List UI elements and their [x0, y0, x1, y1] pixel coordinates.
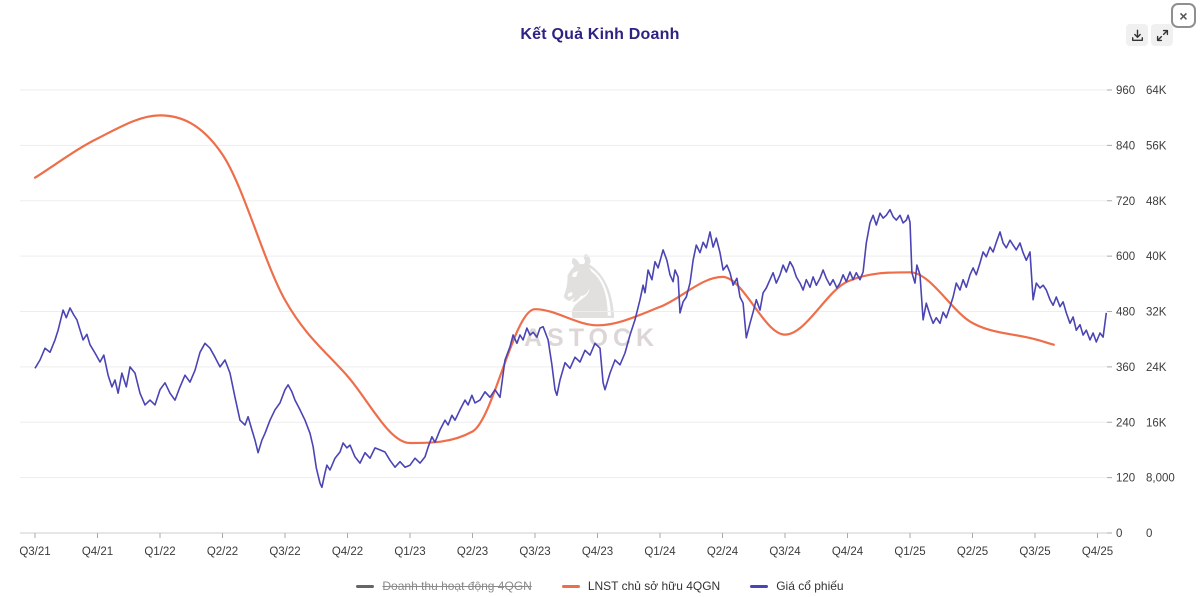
- x-axis-label: Q2/22: [207, 546, 238, 558]
- left-scale-tick-label: 120: [1116, 473, 1135, 485]
- revenue-legend-marker: [356, 584, 375, 588]
- x-axis-label: Q1/23: [394, 546, 425, 558]
- left-scale-tick-label: 600: [1116, 251, 1135, 263]
- x-axis-label: Q4/21: [82, 546, 113, 558]
- chart-plot-area[interactable]: 0 0 120 8,000 240 16K 360 24K 480 32K 600 40K 720 48K…: [0, 0, 1200, 570]
- profit-legend-label: LNST chủ sở hữu 4QGN: [587, 579, 721, 593]
- x-axis-label: Q3/23: [519, 546, 550, 558]
- page-title: Kết Quả Kinh Doanh: [520, 26, 680, 43]
- right-scale-tick-label: 64K: [1146, 85, 1167, 97]
- download-button[interactable]: [1126, 24, 1148, 46]
- right-scale-tick-label: 8,000: [1146, 473, 1175, 485]
- x-axis-label: Q4/25: [1082, 546, 1113, 558]
- x-axis-label: Q3/21: [19, 546, 50, 558]
- expand-button[interactable]: [1151, 24, 1173, 46]
- expand-icon: [1156, 29, 1169, 42]
- left-scale-tick-label: 960: [1116, 85, 1135, 97]
- left-scale-tick-label: 720: [1116, 196, 1135, 208]
- x-axis-label: Q3/24: [769, 546, 801, 558]
- legend-item-price[interactable]: Giá cổ phiếu: [750, 579, 844, 593]
- right-scale-tick-label: 40K: [1146, 251, 1167, 263]
- profit-line: [33, 114, 1055, 445]
- profit-legend-marker: [561, 584, 580, 588]
- download-icon: [1131, 29, 1144, 42]
- stock-price-line: [34, 208, 1108, 489]
- right-scale-tick-label: 56K: [1146, 140, 1167, 152]
- right-scale-tick-label: 32K: [1146, 307, 1167, 319]
- price-legend-marker: [750, 584, 769, 588]
- left-scale-tick-label: 0: [1116, 528, 1122, 540]
- x-axis-label: Q1/22: [144, 546, 175, 558]
- x-axis-label: Q4/23: [582, 546, 613, 558]
- x-axis-label: Q2/23: [457, 546, 488, 558]
- left-scale-tick-label: 840: [1116, 140, 1135, 152]
- right-scale-tick-label: 48K: [1146, 196, 1167, 208]
- x-axis-label: Q4/24: [832, 546, 864, 558]
- x-axis-label: Q3/25: [1019, 546, 1050, 558]
- close-icon[interactable]: ×: [1171, 3, 1196, 28]
- x-axis-label: Q1/25: [894, 546, 925, 558]
- left-scale-tick-label: 240: [1116, 417, 1135, 429]
- right-scale-tick-label: 24K: [1146, 362, 1167, 374]
- legend-item-profit[interactable]: LNST chủ sở hữu 4QGN: [561, 579, 721, 593]
- revenue-legend-label: Doanh thu hoạt động 4QGN: [382, 579, 532, 593]
- x-axis-label: Q2/24: [707, 546, 739, 558]
- right-scale-tick-label: 16K: [1146, 417, 1167, 429]
- legend-item-revenue[interactable]: Doanh thu hoạt động 4QGN: [356, 579, 532, 593]
- x-axis-label: Q2/25: [957, 546, 988, 558]
- chart-legend: Doanh thu hoạt động 4QGN LNST chủ sở hữu…: [0, 576, 1200, 596]
- x-axis-label: Q3/22: [269, 546, 300, 558]
- right-scale-tick-label: 0: [1146, 528, 1152, 540]
- left-scale-tick-label: 360: [1116, 362, 1135, 374]
- x-axis-label: Q4/22: [332, 546, 363, 558]
- x-axis-label: Q1/24: [644, 546, 676, 558]
- left-scale-tick-label: 480: [1116, 307, 1135, 319]
- price-legend-label: Giá cổ phiếu: [776, 579, 844, 593]
